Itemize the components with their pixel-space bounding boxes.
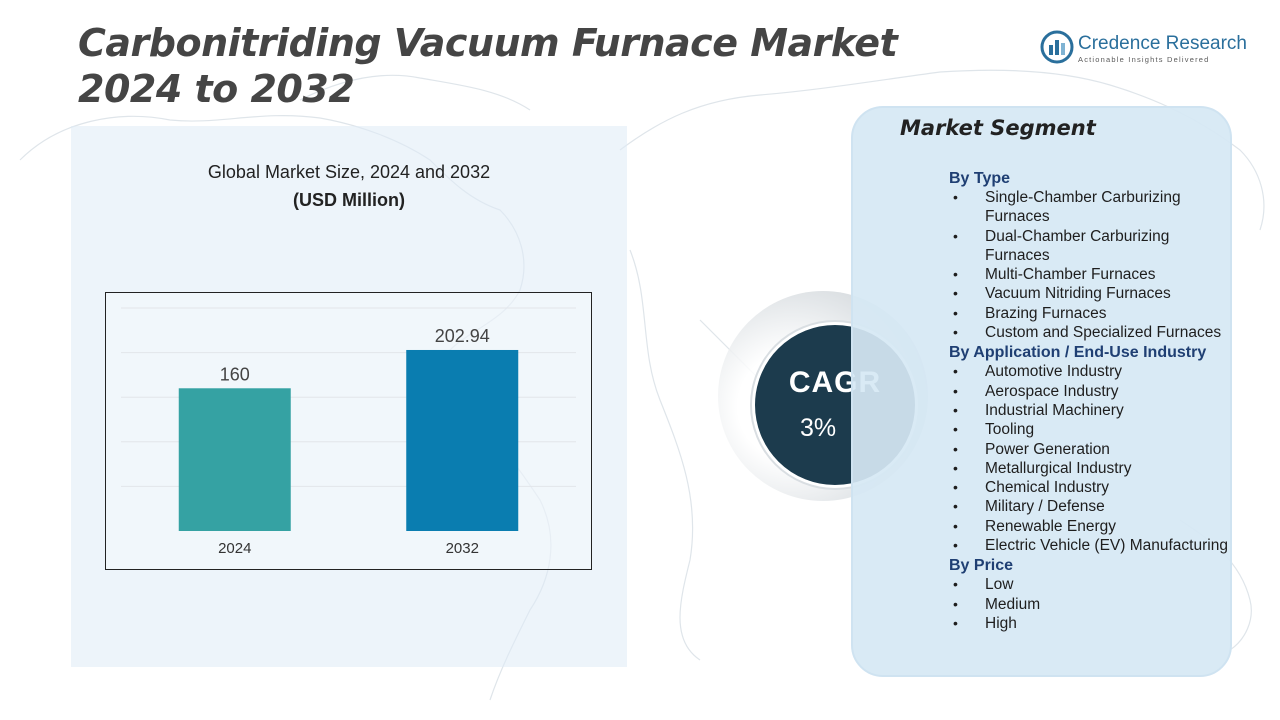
x-tick-label-2032: 2032 [446, 540, 479, 557]
segment-heading: By Application / End-Use Industry [949, 344, 1207, 362]
segment-item: Military / Defense [949, 497, 1229, 517]
chart-title: Global Market Size, 2024 and 2032 [207, 162, 491, 182]
segment-item: Electric Vehicle (EV) Manufacturing [949, 536, 1229, 556]
segment-item: Brazing Furnaces [949, 304, 1229, 324]
segment-group-application: By Application / End-Use Industry Automo… [949, 343, 1229, 555]
chart-panel: Global Market Size, 2024 and 2032 (USD M… [71, 126, 627, 667]
segment-item: Low [949, 575, 1229, 595]
data-label-2024: 160 [220, 364, 250, 384]
segment-item: Medium [949, 595, 1229, 615]
segment-group-price: By Price Low Medium High [949, 556, 1229, 633]
title-line-1: Carbonitriding Vacuum Furnace Market [78, 21, 898, 65]
chart-unit: (USD Million) [293, 190, 405, 210]
segment-item: Custom and Specialized Furnaces [949, 323, 1229, 343]
segment-item: Dual-Chamber Carburizing Furnaces [949, 227, 1229, 266]
bar-2032 [406, 349, 519, 531]
logo-tagline: Actionable Insights Delivered [1078, 55, 1210, 64]
segment-item: High [949, 614, 1229, 634]
bar-2024 [178, 388, 291, 531]
data-label-2032: 202.94 [435, 326, 490, 346]
segment-item: Renewable Energy [949, 517, 1229, 537]
company-logo: Credence Research Actionable Insights De… [1040, 30, 1260, 70]
x-tick-label-2024: 2024 [218, 540, 251, 557]
segment-item: Industrial Machinery [949, 401, 1229, 421]
segment-item: Metallurgical Industry [949, 459, 1229, 479]
segment-heading: By Type [949, 170, 1011, 187]
logo-name: Credence Research [1078, 33, 1247, 54]
page-title: Carbonitriding Vacuum Furnace Market 202… [78, 20, 938, 112]
bar-chart: 160 2024 202.94 2032 [105, 292, 592, 570]
segment-item: Multi-Chamber Furnaces [949, 265, 1229, 285]
market-segment-title: Market Segment [900, 116, 1096, 140]
segment-heading: By Price [949, 557, 1014, 575]
segment-item: Power Generation [949, 440, 1229, 460]
logo-mark-icon [1040, 30, 1074, 64]
bar-chart-svg: 160 2024 202.94 2032 [121, 307, 576, 557]
segment-item: Automotive Industry [949, 362, 1229, 382]
segment-item: Tooling [949, 420, 1229, 440]
segment-list: By Type Single-Chamber Carburizing Furna… [949, 168, 1229, 634]
segment-item: Single-Chamber Carburizing Furnaces [949, 188, 1229, 227]
segment-group-type: By Type Single-Chamber Carburizing Furna… [949, 169, 1229, 343]
segment-item: Vacuum Nitriding Furnaces [949, 284, 1229, 304]
title-line-2: 2024 to 2032 [78, 67, 355, 111]
cagr-value: 3% [800, 414, 837, 442]
segment-item: Aerospace Industry [949, 382, 1229, 402]
segment-item: Chemical Industry [949, 478, 1229, 498]
